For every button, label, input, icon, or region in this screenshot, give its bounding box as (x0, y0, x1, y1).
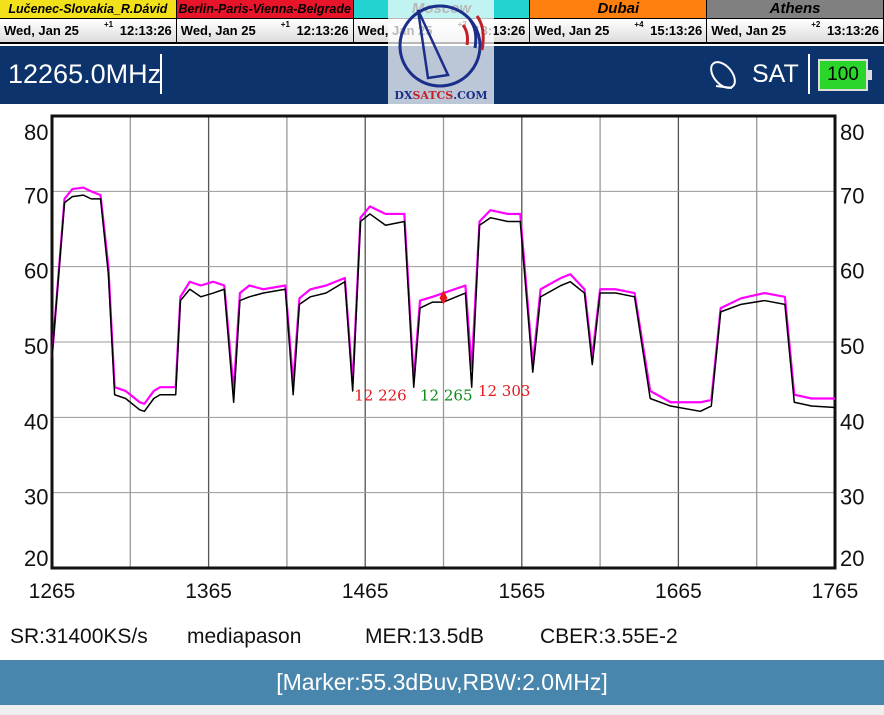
time: 15:13:26 (650, 23, 703, 38)
time: 13:13:26 (826, 23, 879, 38)
logo-text: DXSATCS.COM (394, 89, 488, 102)
y-tick-label-right: 60 (840, 259, 864, 284)
mer-value: MER:13.5dB (365, 625, 485, 648)
x-tick-label: 1665 (655, 580, 702, 603)
time: 12:13:26 (296, 23, 349, 38)
clock-time-row: Wed, Jan 25 +2 13:13:26 (707, 18, 883, 44)
utc-offset: +1 (280, 20, 290, 29)
utc-offset: +1 (104, 20, 114, 29)
channel-annotation: 12 303 (478, 382, 531, 400)
transponder-name: mediapason (187, 625, 302, 648)
y-tick-label-right: 20 (840, 546, 864, 571)
y-tick-label-left: 70 (24, 183, 48, 208)
footer-strip (0, 705, 884, 715)
marker-icon (439, 290, 448, 305)
y-tick-label-right: 50 (840, 334, 864, 359)
dish-logo-icon (398, 4, 485, 88)
live-trace (51, 194, 836, 413)
channel-annotation: 12 265 (420, 387, 473, 405)
satellite-dish-icon (710, 61, 736, 89)
channel-annotation: 12 226 (354, 387, 407, 405)
divider (160, 54, 162, 94)
city-name: Dubai (530, 0, 707, 18)
date: Wed, Jan 25 (4, 23, 79, 38)
time: 12:13:26 (119, 23, 172, 38)
x-tick-label: 1265 (29, 580, 76, 603)
cber-value: CBER:3.55E-2 (540, 625, 678, 648)
city-name: Athens (707, 0, 883, 18)
date: Wed, Jan 25 (711, 23, 787, 38)
y-tick-label-left: 40 (24, 409, 48, 434)
y-tick-label-right: 70 (840, 183, 864, 208)
x-tick-label: 1765 (812, 580, 859, 603)
clock-time-row: Wed, Jan 25 +1 12:13:26 (0, 18, 176, 44)
frequency-readout[interactable]: 12265.0MHz (8, 59, 162, 89)
spectrum-chart[interactable]: 20 20 30 30 40 40 50 50 60 60 70 70 80 80 1265 1365 1465… (0, 104, 884, 604)
battery-indicator: 100 (818, 59, 872, 91)
clock-0: Lučenec-Slovakia_R.Dávid Wed, Jan 25 +1 12… (0, 0, 177, 44)
y-tick-label-left: 30 (24, 485, 48, 510)
city-name: Berlin-Paris-Vienna-Belgrade (176, 0, 353, 18)
city-name: Lučenec-Slovakia_R.Dávid (0, 0, 176, 18)
mode-label: SAT (752, 60, 799, 88)
x-tick-label: 1565 (498, 580, 545, 603)
clock-1: Berlin-Paris-Vienna-Belgrade Wed, Jan 25… (176, 0, 354, 44)
x-tick-label: 1465 (342, 580, 389, 603)
marker-bar: [Marker:55.3dBuv,RBW:2.0MHz] (0, 660, 884, 705)
watermark-logo: DXSATCS.COM (388, 0, 494, 104)
date: Wed, Jan 25 (180, 23, 256, 38)
clock-3: Dubai Wed, Jan 25 +4 15:13:26 (530, 0, 708, 44)
y-tick-label-left: 80 (24, 120, 48, 145)
utc-offset: +4 (634, 20, 644, 29)
plot-frame (50, 114, 837, 570)
divider (808, 54, 810, 94)
x-tick-label: 1365 (185, 580, 232, 603)
symbol-rate: SR:31400KS/s (10, 625, 148, 648)
clock-time-row: Wed, Jan 25 +4 15:13:26 (530, 18, 707, 44)
clock-time-row: Wed, Jan 25 +1 12:13:26 (176, 18, 353, 44)
utc-offset: +2 (811, 20, 821, 29)
max-hold-trace (50, 186, 835, 405)
clock-4: Athens Wed, Jan 25 +2 13:13:26 (707, 0, 884, 44)
y-tick-label-left: 20 (24, 546, 48, 571)
date: Wed, Jan 25 (534, 23, 610, 38)
y-tick-label-right: 30 (840, 485, 864, 510)
y-tick-label-right: 40 (840, 409, 864, 434)
y-tick-label-left: 60 (24, 259, 48, 284)
y-tick-label-left: 50 (24, 334, 48, 359)
y-tick-label-right: 80 (840, 120, 864, 145)
